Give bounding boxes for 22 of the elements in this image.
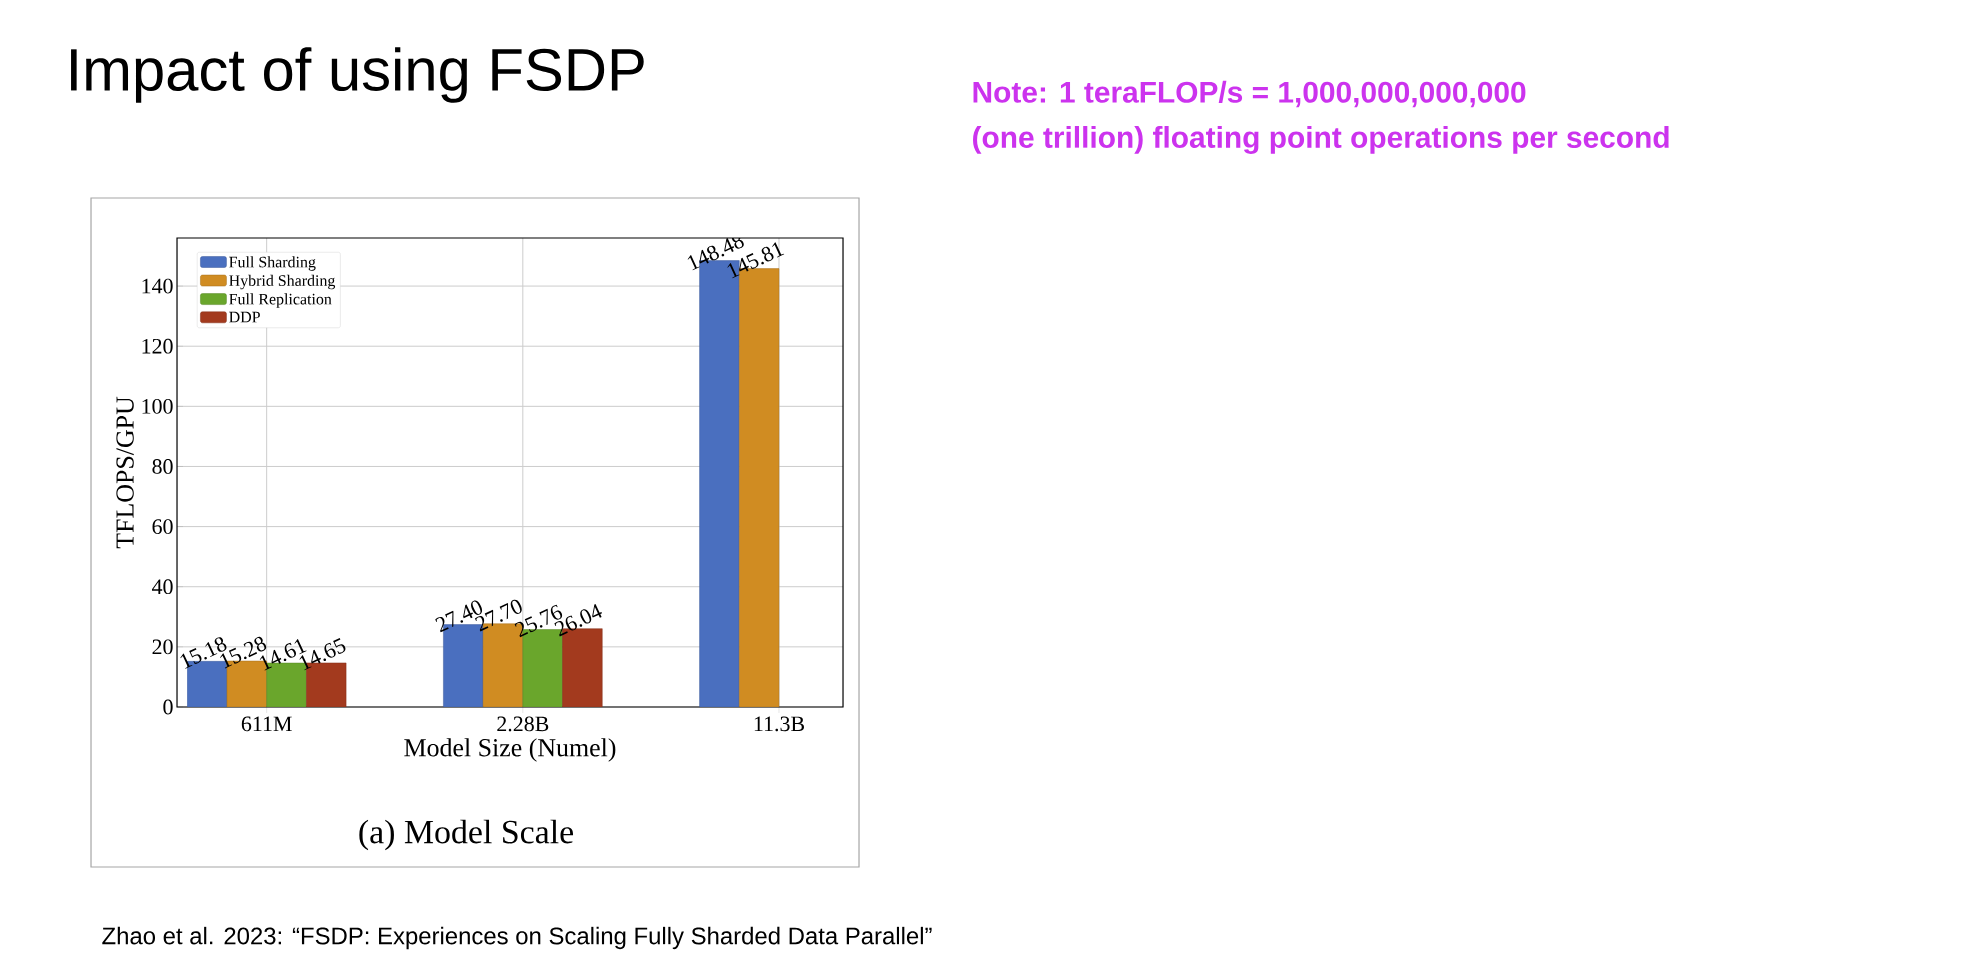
legend-label: Hybrid Sharding [229, 274, 336, 290]
x-tick-label: 2.28B [497, 716, 549, 732]
y-tick-label: 100 [142, 398, 173, 414]
legend-label: Full Sharding [229, 256, 316, 271]
x-axis-title: Model Size (Numel) [404, 738, 616, 762]
y-tick-label: 120 [142, 338, 173, 354]
x-tick-label: 11.3B [754, 716, 804, 732]
legend-label: Full Replication [229, 293, 332, 308]
legend-label: DDP [229, 311, 260, 323]
y-tick-label: 80 [152, 459, 173, 474]
y-axis-title: TFLOPS/GPU [116, 396, 134, 549]
text: (a) Model Scale [359, 819, 574, 851]
y-tick-label: 20 [152, 639, 173, 655]
text: Note: 1 teraFLOP/s = 1,000,000,000,000 [973, 80, 1526, 108]
chart-title: Impact of using FSDP [71, 47, 644, 103]
y-tick-label: 60 [152, 519, 173, 534]
text: (one trillion) floating point operations per second [973, 125, 1669, 154]
text: Zhao et al. 2023: “FSDP: Experiences on Scaling Fully Sharded Data Parallel” [102, 926, 932, 950]
y-tick-label: 140 [142, 278, 173, 294]
y-tick-label: 0 [163, 699, 173, 715]
y-tick-label: 40 [152, 579, 173, 595]
x-tick-label: 611M [241, 716, 292, 732]
